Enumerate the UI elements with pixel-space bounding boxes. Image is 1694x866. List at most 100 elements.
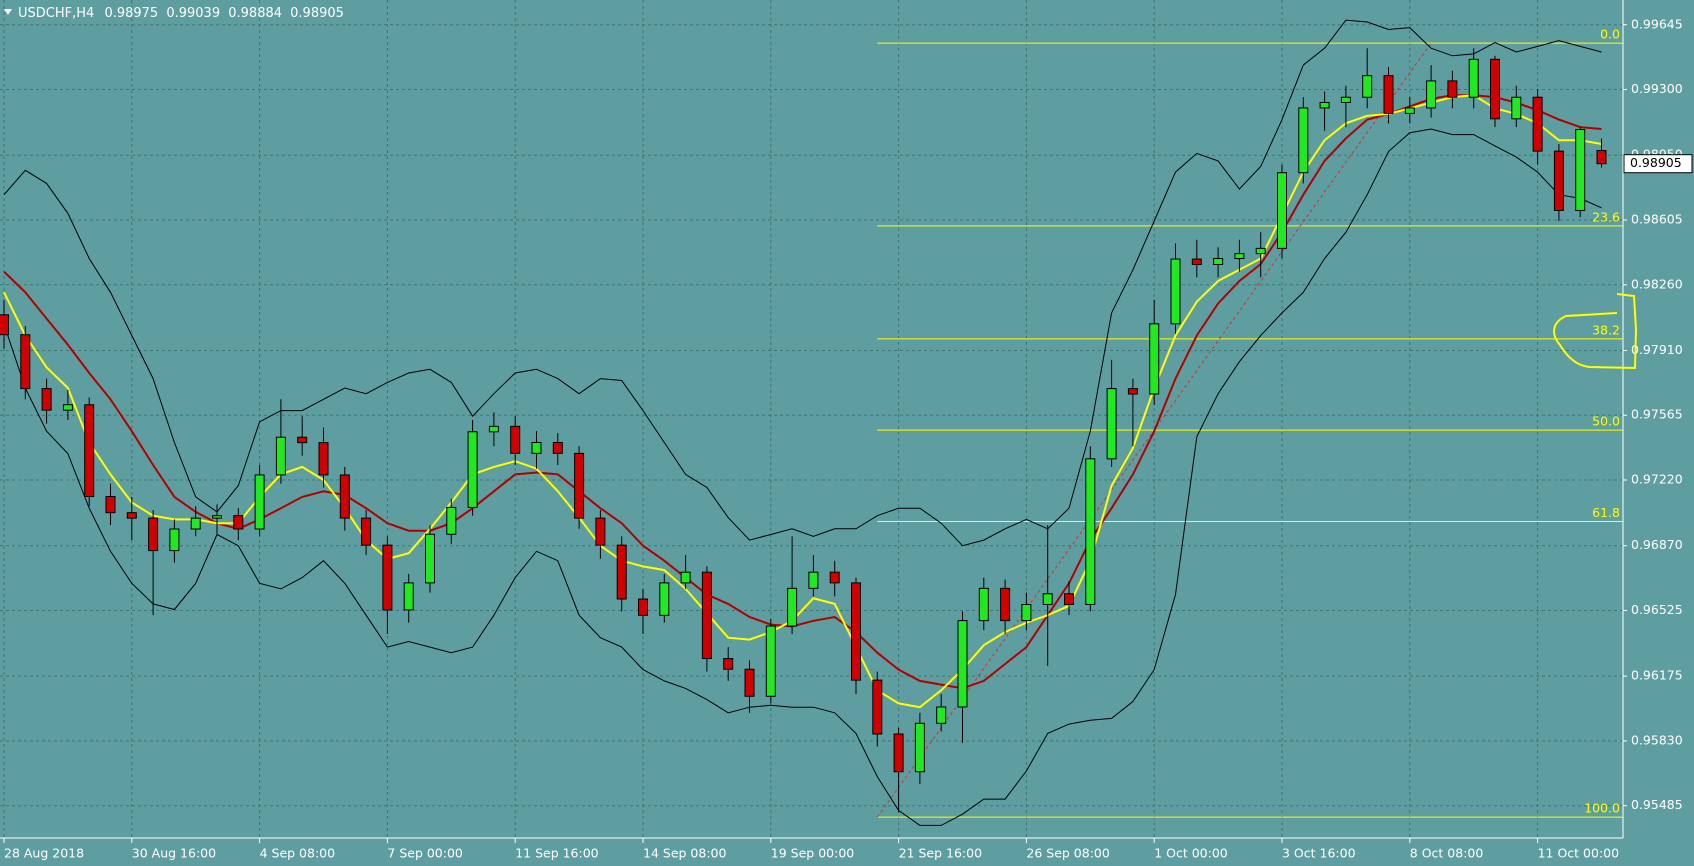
candle-body [403,582,414,611]
candle-body [1277,172,1287,249]
ohlc-open: 0.98975 [104,6,158,21]
y-tick-label: 0.99645 [1631,16,1683,31]
y-tick-label: 0.96870 [1631,537,1683,552]
candle-body [1000,587,1011,622]
x-tick-label: 4 Sep 08:00 [260,846,336,861]
x-tick-label: 30 Aug 16:00 [132,846,216,861]
candle-body [1362,75,1373,98]
candle-body [659,582,670,616]
y-tick-label: 0.96175 [1631,668,1683,683]
fib-level-label: 0.0 [1600,27,1620,42]
candle-body [446,506,457,535]
candle-body [254,474,265,530]
current-price-label: 0.98905 [1630,155,1682,170]
y-tick-label: 0.98605 [1631,212,1683,227]
x-tick-label: 14 Sep 08:00 [643,846,726,861]
x-tick-label: 11 Sep 16:00 [515,846,598,861]
candle-body [41,388,52,411]
x-tick-label: 28 Aug 2018 [4,846,84,861]
y-tick-label: 0.97565 [1631,407,1683,422]
candle-layer [0,48,1607,813]
candle-body [552,441,563,454]
candle-body [1127,388,1138,395]
candle-body [339,474,350,519]
indicator-line [3,94,1602,709]
candle-body [1596,150,1607,165]
candle-body [1319,101,1330,109]
fib-level-label: 50.0 [1592,414,1620,429]
candle-body [978,587,989,622]
candle-body [318,442,329,476]
candle-body [1234,253,1245,259]
candle-body [190,517,201,530]
candle-body [829,571,840,584]
candle-body [1490,58,1500,120]
y-tick-label: 0.97220 [1631,472,1683,487]
candle-body [893,733,904,773]
candle-body [510,425,521,454]
candle-body [382,544,393,611]
candle-body [1021,603,1032,622]
x-tick-label: 3 Oct 16:00 [1282,846,1356,861]
fib-level-label: 61.8 [1592,505,1620,520]
candle-body [148,517,159,552]
candle-body [425,533,435,584]
candle-body [1106,388,1117,460]
candle-body [297,436,308,444]
ohlc-close: 0.98905 [290,6,344,21]
candle-body [488,425,499,433]
y-tick-label: 0.95830 [1631,732,1683,747]
indicator-line [3,128,1602,826]
candle-body [787,587,798,627]
candle-body [1468,58,1479,98]
candle-body [1213,257,1224,266]
candle-body [1553,150,1564,211]
candle-body [1511,96,1522,120]
candle-body [851,582,861,681]
candle-body [914,722,925,773]
fib-level-label: 23.6 [1592,209,1620,224]
candle-body [1404,107,1415,114]
candle-body [701,571,712,660]
candle-body [1426,80,1437,109]
candle-body [808,571,819,589]
y-tick-label: 0.95485 [1631,797,1683,812]
candle-body [126,512,137,519]
candle-body [872,679,883,735]
ohlc-low: 0.98884 [228,6,282,21]
candle-body [275,436,286,476]
candle-body [1575,129,1586,211]
x-tick-label: 19 Sep 00:00 [771,846,854,861]
candle-body [595,517,606,546]
indicator-line [3,94,1602,690]
candle-body [936,706,947,724]
x-tick-label: 1 Oct 00:00 [1154,846,1228,861]
candle-body [744,668,755,697]
hand-drawn-annotation [1553,293,1638,370]
y-tick-label: 0.97910 [1631,342,1683,357]
fib-level-label: 38.2 [1592,322,1620,337]
candle-body [1447,80,1458,98]
candle-body [765,625,776,697]
candle-body [957,620,968,708]
candle-body [1532,96,1543,152]
candle-body [1298,107,1309,174]
candle-body [105,496,116,514]
candle-body [212,515,222,519]
candle-body [680,571,691,584]
candle-body [1340,96,1351,103]
chart-title: USDCHF,H4 0.98975 0.99039 0.98884 0.9890… [18,6,344,21]
x-tick-label: 26 Sep 08:00 [1026,846,1109,861]
candle-body [1085,458,1096,605]
candle-body [1191,258,1202,266]
candle-body [1064,593,1074,605]
candle-body [1170,258,1181,325]
candle-body [84,404,95,498]
candle-body [1149,323,1160,395]
ohlc-high: 0.99039 [166,6,220,21]
candle-body [1042,593,1053,605]
